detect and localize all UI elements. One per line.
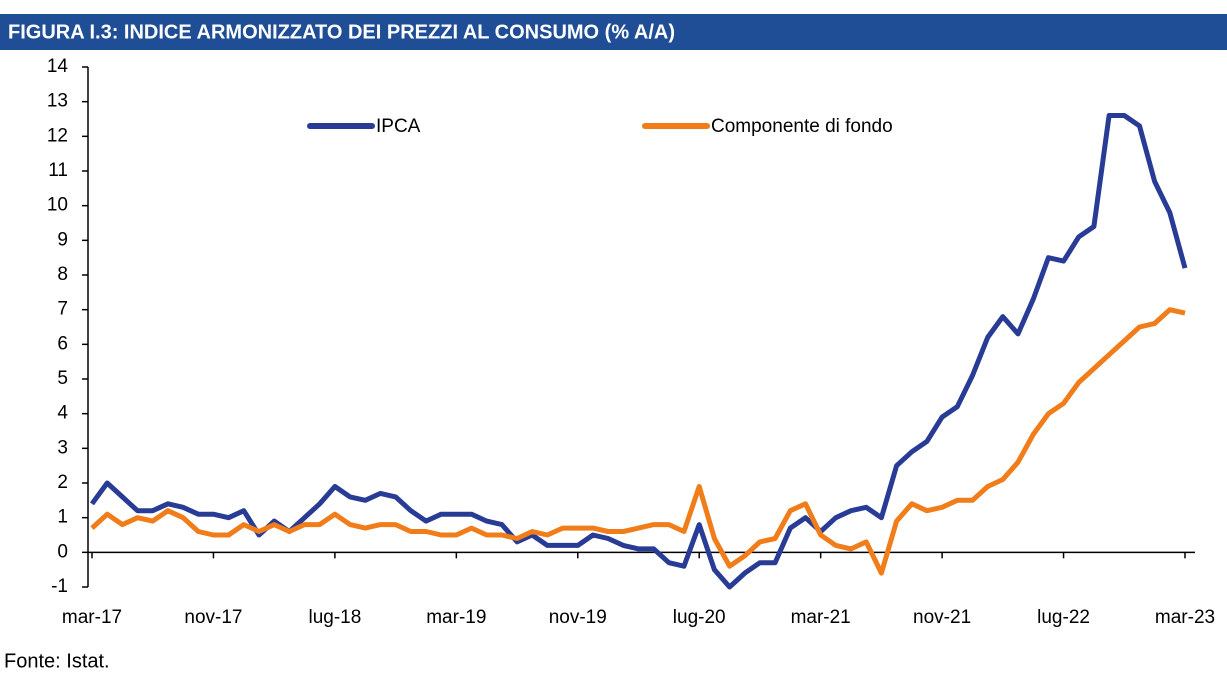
y-tick-label: 11 [48, 160, 68, 181]
y-tick-label: 10 [47, 195, 68, 216]
y-tick-label: 12 [47, 125, 68, 146]
y-tick-label: 7 [57, 299, 68, 320]
y-tick-label: 1 [57, 507, 68, 528]
legend-label: IPCA [376, 116, 421, 137]
legend-label: Componente di fondo [711, 116, 893, 137]
line-series [89, 113, 1188, 590]
x-tick-label: mar-23 [1155, 607, 1215, 628]
chart-title: FIGURA I.3: INDICE ARMONIZZATO DEI PREZZ… [8, 21, 675, 43]
y-tick-label: 0 [57, 541, 68, 562]
title-bar [0, 14, 1227, 50]
source: Fonte: Istat. [4, 650, 110, 672]
x-tick-label: lug-18 [308, 607, 361, 628]
x-tick-label: nov-17 [184, 607, 242, 628]
y-tick-label: 13 [47, 91, 68, 112]
y-tick-label: 2 [57, 472, 68, 493]
x-tick-label: nov-21 [913, 607, 971, 628]
x-tick-label: mar-21 [791, 607, 851, 628]
y-tick-label: 6 [57, 333, 68, 354]
y-tick-label: 5 [57, 368, 68, 389]
y-tick-label: 3 [57, 437, 68, 458]
y-tick-label: 4 [57, 403, 68, 424]
y-tick-label: 14 [47, 56, 69, 77]
x-tick-label: mar-17 [62, 607, 122, 628]
x-tick-label: mar-19 [426, 607, 486, 628]
y-tick-label: 9 [57, 229, 68, 250]
line-series [90, 307, 1186, 576]
x-tick-label: nov-19 [549, 607, 607, 628]
x-tick-label: lug-22 [1037, 607, 1090, 628]
y-tick-label: 8 [57, 264, 68, 285]
x-tick-label: lug-20 [673, 607, 726, 628]
y-tick-label: -1 [51, 576, 68, 597]
